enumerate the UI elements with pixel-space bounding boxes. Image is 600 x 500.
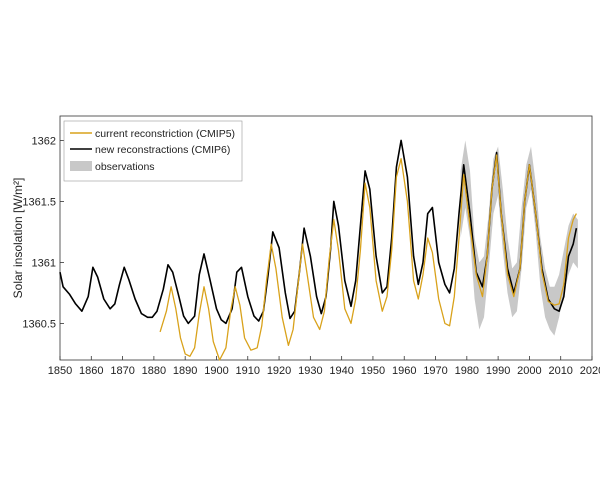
x-tick-label: 1920 [267,365,291,377]
x-tick-label: 1990 [486,365,510,377]
legend: current reconstriction (CMIP5) new recon… [63,120,243,182]
x-tick-label: 1870 [110,365,134,377]
x-tick-label: 1880 [142,365,166,377]
x-tick-label: 1950 [361,365,385,377]
x-tick-label: 2020 [580,365,600,377]
y-tick-label: 1361 [32,257,56,269]
x-tick-label: 1910 [236,365,260,377]
x-tick-label: 2010 [548,365,572,377]
plot-frame [59,115,593,361]
plot-area [59,115,593,361]
legend-label-cmip6: new reconstractions (CMIP6) [95,144,230,156]
x-tick-label: 1850 [48,365,72,377]
y-axis: 1360.5 1361 1361.5 1362 [22,135,64,330]
x-tick-label: 1930 [298,365,322,377]
legend-box [63,120,243,182]
x-axis: 1850 1860 1870 1880 1890 1900 1910 1920 1930 1940… [48,356,600,377]
x-tick-label: 1900 [204,365,228,377]
legend-label-cmip5: current reconstriction (CMIP5) [95,128,235,140]
x-tick-label: 2000 [517,365,541,377]
y-tick-label: 1362 [32,135,56,147]
x-tick-label: 1860 [79,365,103,377]
x-tick-label: 1980 [455,365,479,377]
observations-band [460,140,578,336]
x-tick-label: 1960 [392,365,416,377]
series-layer [59,139,578,361]
x-tick-label: 1970 [423,365,447,377]
y-tick-label: 1360.5 [22,318,56,330]
observations-layer [460,140,578,336]
y-tick-label: 1361.5 [22,196,56,208]
legend-swatch-observations [70,161,92,171]
y-axis-label: Solar insolation [W/m²] [11,178,25,299]
legend-label-observations: observations [95,161,155,173]
x-tick-label: 1890 [173,365,197,377]
series-line-cmip5 [159,154,577,361]
x-tick-label: 1940 [329,365,353,377]
